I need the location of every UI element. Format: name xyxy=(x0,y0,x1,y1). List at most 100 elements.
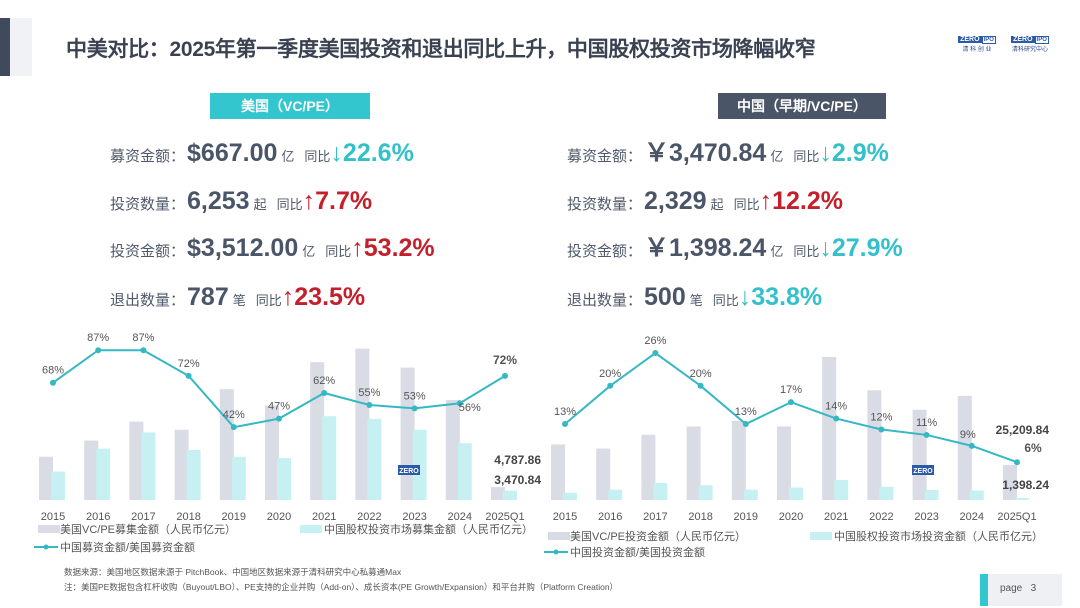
ratio-label: 56% xyxy=(459,402,481,414)
ratio-point xyxy=(95,347,102,354)
ratio-point xyxy=(878,426,885,433)
ratio-point xyxy=(321,389,328,396)
us-stat-row: 投资数量：6,253 起同比↑7.7% xyxy=(110,186,372,216)
bar-us xyxy=(129,421,144,500)
bar-us xyxy=(84,440,99,500)
bar-us xyxy=(912,409,927,500)
bar-china xyxy=(969,490,984,500)
yoy-label: 同比 xyxy=(712,293,739,308)
x-tick-label: 2018 xyxy=(176,511,200,523)
ratio-label: 20% xyxy=(690,368,712,380)
yoy-change-up: ↑7.7% xyxy=(302,187,373,215)
ratio-label: 87% xyxy=(132,332,154,344)
legend-point xyxy=(553,549,559,555)
bar-us xyxy=(867,390,882,500)
us-section-tag: 美国（VC/PE） xyxy=(210,93,370,119)
stat-value: 787 xyxy=(187,283,229,311)
x-tick-label: 2025Q1 xyxy=(485,511,524,523)
ratio-point xyxy=(968,442,975,449)
yoy-label: 同比 xyxy=(325,244,352,259)
stat-label: 退出数量： xyxy=(110,292,186,309)
bar-china xyxy=(277,458,291,500)
ratio-point xyxy=(456,400,463,407)
bar-china xyxy=(608,489,623,500)
bar-china xyxy=(367,418,382,500)
stat-label: 投资金额： xyxy=(110,243,186,260)
bar-us xyxy=(596,448,611,500)
ratio-label: 62% xyxy=(313,375,335,387)
x-tick-label: 2015 xyxy=(553,511,577,523)
legend-point xyxy=(43,544,49,550)
bar-china xyxy=(924,490,939,500)
ratio-label: 14% xyxy=(825,401,847,413)
ratio-point xyxy=(502,372,508,379)
yoy-change-down: ↓22.6% xyxy=(330,139,414,167)
bar-china xyxy=(457,443,472,500)
ratio-label: 42% xyxy=(223,409,245,421)
ratio-label: 6% xyxy=(1024,441,1042,455)
bar-china xyxy=(96,448,111,500)
zero2ipo-logo: ZERO IPO 清 科 创 业 xyxy=(958,36,996,53)
cn-stat-row: 募资金额：￥3,470.84 亿同比↓2.9% xyxy=(567,138,889,168)
value-annotation-china: 3,470.84 xyxy=(494,473,541,487)
ratio-point xyxy=(230,424,237,431)
bar-us xyxy=(686,426,701,500)
x-tick-label: 2016 xyxy=(86,511,110,523)
bar-china xyxy=(503,490,517,500)
ratio-label: 87% xyxy=(87,332,109,344)
stat-unit: 亿 xyxy=(770,149,784,164)
x-tick-label: 2019 xyxy=(734,511,758,523)
x-tick-label: 2017 xyxy=(131,511,155,523)
ratio-label: 9% xyxy=(960,429,976,441)
stat-value: 500 xyxy=(644,283,686,311)
bar-us xyxy=(731,420,746,500)
stat-label: 投资金额： xyxy=(567,243,643,260)
bar-us xyxy=(551,444,565,500)
yoy-change-up: ↑53.2% xyxy=(351,234,435,262)
x-tick-label: 2023 xyxy=(402,511,426,523)
x-tick-label: 2022 xyxy=(357,511,381,523)
value-annotation-china: 1,398.24 xyxy=(1002,478,1049,492)
stat-unit: 亿 xyxy=(302,244,316,259)
ratio-label: 72% xyxy=(178,358,200,370)
x-tick-label: 2018 xyxy=(688,511,712,523)
x-tick-label: 2015 xyxy=(41,511,65,523)
ratio-point xyxy=(652,350,659,357)
stat-label: 募资金额： xyxy=(110,148,186,165)
x-tick-label: 2017 xyxy=(643,511,667,523)
ratio-point xyxy=(607,382,614,389)
ratio-label: 17% xyxy=(780,384,802,396)
legend-label: 美国VC/PE投资金额（人民币亿元） xyxy=(570,529,746,543)
bar-china xyxy=(141,432,156,500)
page-title: 中美对比：2025年第一季度美国投资和退出同比上升，中国股权投资市场降幅收窄 xyxy=(66,38,816,61)
stat-label: 募资金额： xyxy=(567,148,643,165)
yoy-change-up: ↑12.2% xyxy=(759,187,843,215)
yoy-change-down: ↓33.8% xyxy=(738,283,823,311)
yoy-change-down: ↓2.9% xyxy=(819,139,889,167)
title-background xyxy=(10,18,32,76)
legend-swatch-us xyxy=(38,525,60,533)
bar-china xyxy=(51,471,65,500)
title-accent-bar xyxy=(0,18,10,76)
stat-unit: 笔 xyxy=(232,293,246,308)
x-tick-label: 2023 xyxy=(914,511,938,523)
legend-label: 中国募资金额/美国募资金额 xyxy=(60,540,195,554)
ratio-point xyxy=(697,382,704,389)
legend-label: 中国股权投资市场投资金额（人民币亿元） xyxy=(834,529,1043,543)
bar-china xyxy=(879,486,894,500)
stat-unit: 亿 xyxy=(770,244,784,259)
value-annotation-us: 25,209.84 xyxy=(996,423,1050,437)
us-stat-row: 投资金额：$3,512.00 亿同比↑53.2% xyxy=(110,233,435,263)
watermark-text: ZERO xyxy=(399,468,419,475)
footnote: 注：美国PE数据包含杠杆收购（Buyout/LBO）、PE支持的企业并购（Add… xyxy=(64,582,619,592)
bar-us xyxy=(310,362,325,500)
value-annotation-us: 4,787.86 xyxy=(494,453,541,467)
ratio-label: 12% xyxy=(870,411,892,423)
data-source-note: 数据来源：美国地区数据来源于 PitchBook、中国地区数据来源于清科研究中心… xyxy=(64,567,402,577)
bar-china xyxy=(743,489,758,500)
bar-china xyxy=(1015,498,1029,500)
ratio-point xyxy=(1014,459,1020,466)
yoy-label: 同比 xyxy=(276,197,303,212)
ratio-point xyxy=(788,399,794,406)
